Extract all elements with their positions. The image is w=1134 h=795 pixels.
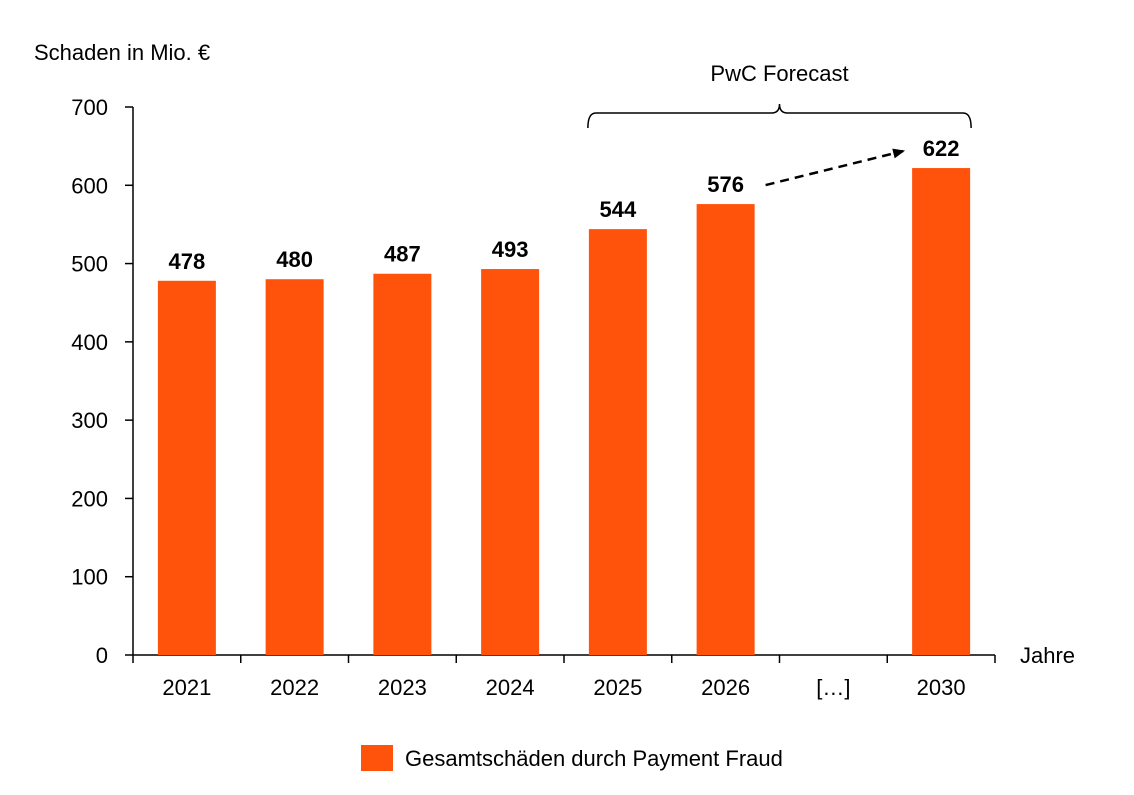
legend: Gesamtschäden durch Payment Fraud [361,745,783,771]
x-tick-label: 2022 [270,675,319,700]
x-tick-label: 2030 [917,675,966,700]
x-tick-label: 2023 [378,675,427,700]
data-label-2022: 480 [276,247,313,272]
forecast-annotation: PwC Forecast [587,61,972,129]
bar-2026 [696,204,755,655]
x-tick-label: 2024 [486,675,535,700]
y-tick-label: 400 [71,330,108,355]
y-axis-title: Schaden in Mio. € [34,40,210,65]
x-tick-labels: 2021 2022 2023 2024 2025 2026 […] 2030 [162,675,965,700]
bar-2024 [481,269,540,655]
x-tick-label: 2026 [701,675,750,700]
data-label-2025: 544 [600,197,637,222]
y-tick-label: 600 [71,173,108,198]
bar-2022 [265,279,324,655]
x-axis-title: Jahre [1020,643,1075,668]
data-label-2026: 576 [707,172,744,197]
bars [157,168,971,655]
legend-swatch [361,745,393,771]
y-tick-label: 200 [71,486,108,511]
y-tick-label: 100 [71,565,108,590]
bar-2030 [912,168,971,655]
x-axis [132,654,996,663]
data-labels: 478 480 487 493 544 576 622 [169,136,960,274]
bar-2023 [373,273,432,655]
x-tick-label: 2021 [162,675,211,700]
data-label-2024: 493 [492,237,529,262]
y-tick-label: 0 [96,643,108,668]
data-label-2021: 478 [169,249,206,274]
data-label-2030: 622 [923,136,960,161]
y-tick-label: 700 [71,95,108,120]
legend-label: Gesamtschäden durch Payment Fraud [405,746,783,771]
bar-2021 [157,280,216,655]
x-tick-label: 2025 [593,675,642,700]
y-tick-label: 300 [71,408,108,433]
forecast-brace [587,103,972,129]
data-label-2023: 487 [384,242,421,267]
y-tick-label: 500 [71,252,108,277]
trend-arrow [765,148,906,187]
bar-2025 [588,229,647,655]
forecast-label: PwC Forecast [710,61,848,86]
y-axis: 0 100 200 300 400 500 600 700 [71,95,134,668]
x-tick-label: […] [816,675,850,700]
